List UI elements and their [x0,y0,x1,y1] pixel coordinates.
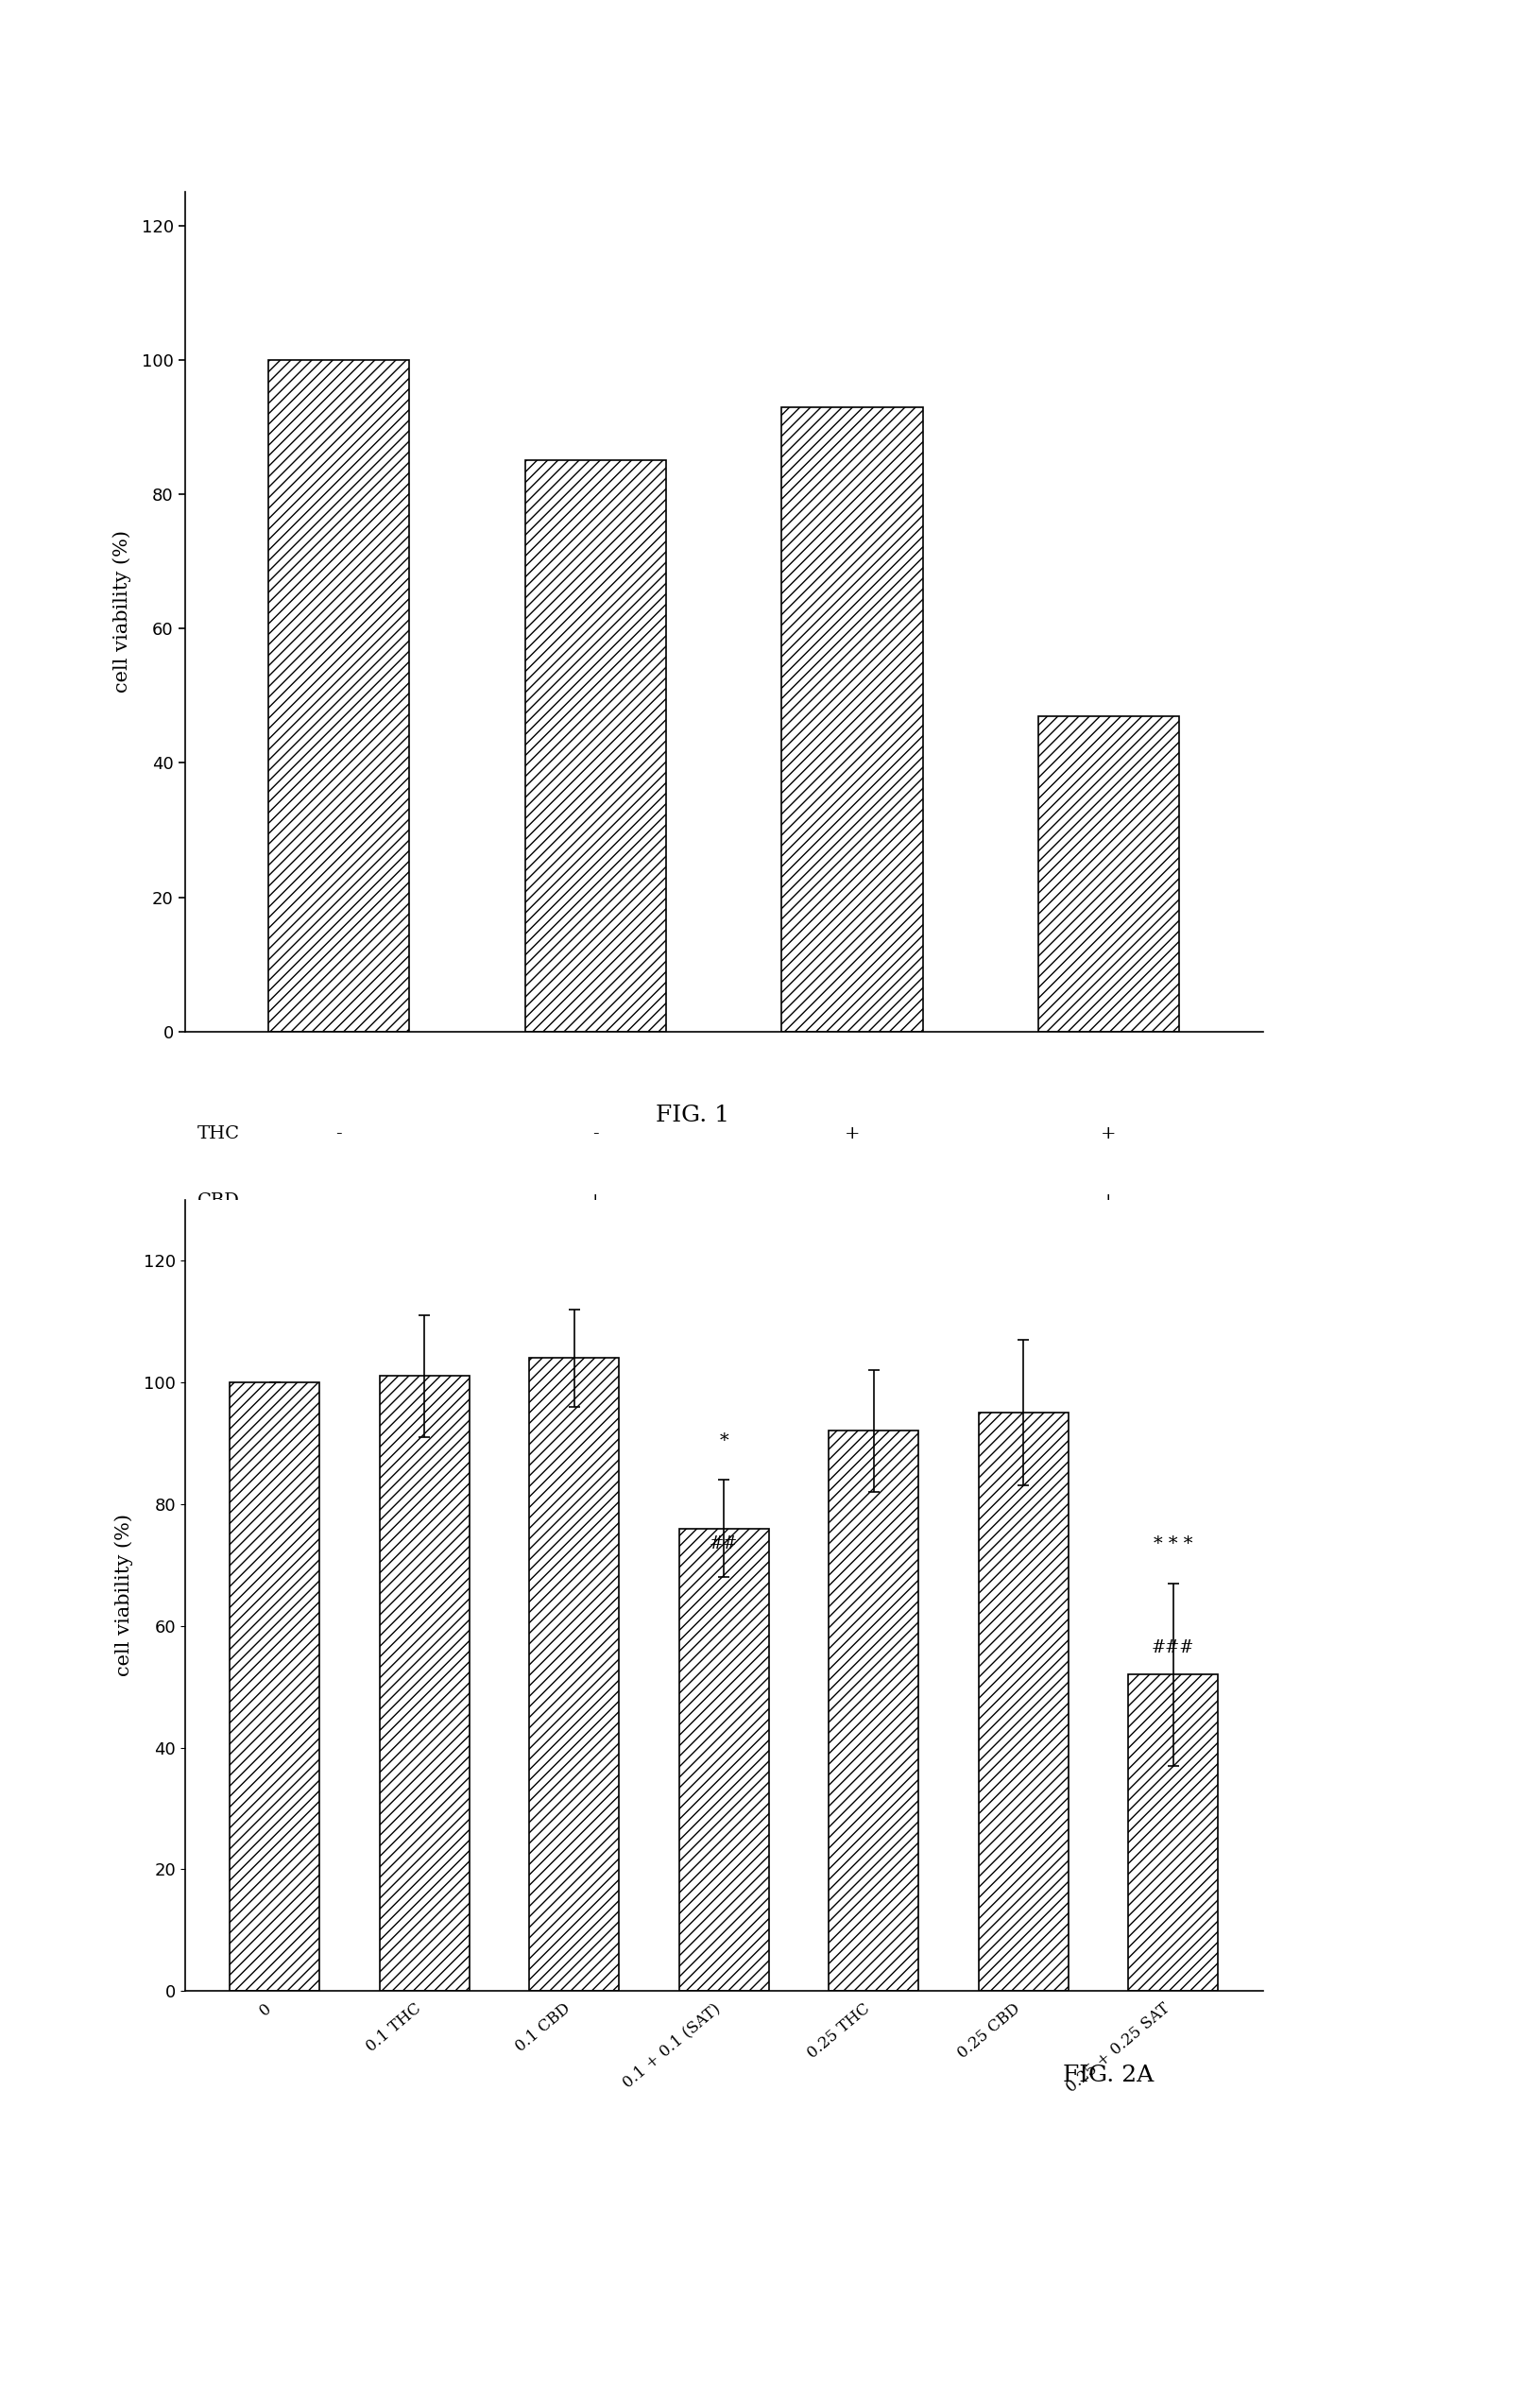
Bar [679,1528,768,1991]
Text: THC: THC [197,1125,240,1142]
Y-axis label: cell viability (%): cell viability (%) [114,1514,132,1677]
Bar [268,360,410,1032]
Text: +: + [1101,1125,1116,1142]
Text: FIG. 2A: FIG. 2A [1063,2063,1155,2087]
Bar [781,408,922,1032]
Text: FIG. 1: FIG. 1 [656,1104,730,1128]
Text: *: * [719,1432,728,1449]
Text: ##: ## [710,1535,738,1552]
Y-axis label: cell viability (%): cell viability (%) [112,530,131,693]
Bar [978,1413,1069,1991]
Text: -: - [849,1192,855,1209]
Text: +: + [588,1192,604,1209]
Text: +: + [1101,1192,1116,1209]
Bar [525,461,665,1032]
Bar [1038,715,1180,1032]
Bar [379,1377,470,1991]
Bar [530,1358,619,1991]
Bar [229,1382,320,1991]
Text: ###: ### [1152,1639,1195,1655]
Text: +: + [844,1125,859,1142]
Bar [829,1430,918,1991]
Text: -: - [336,1125,342,1142]
Text: -: - [593,1125,599,1142]
Bar [1129,1675,1218,1991]
Text: CBD: CBD [197,1192,240,1209]
Text: * * *: * * * [1153,1535,1192,1552]
Text: -: - [336,1192,342,1209]
